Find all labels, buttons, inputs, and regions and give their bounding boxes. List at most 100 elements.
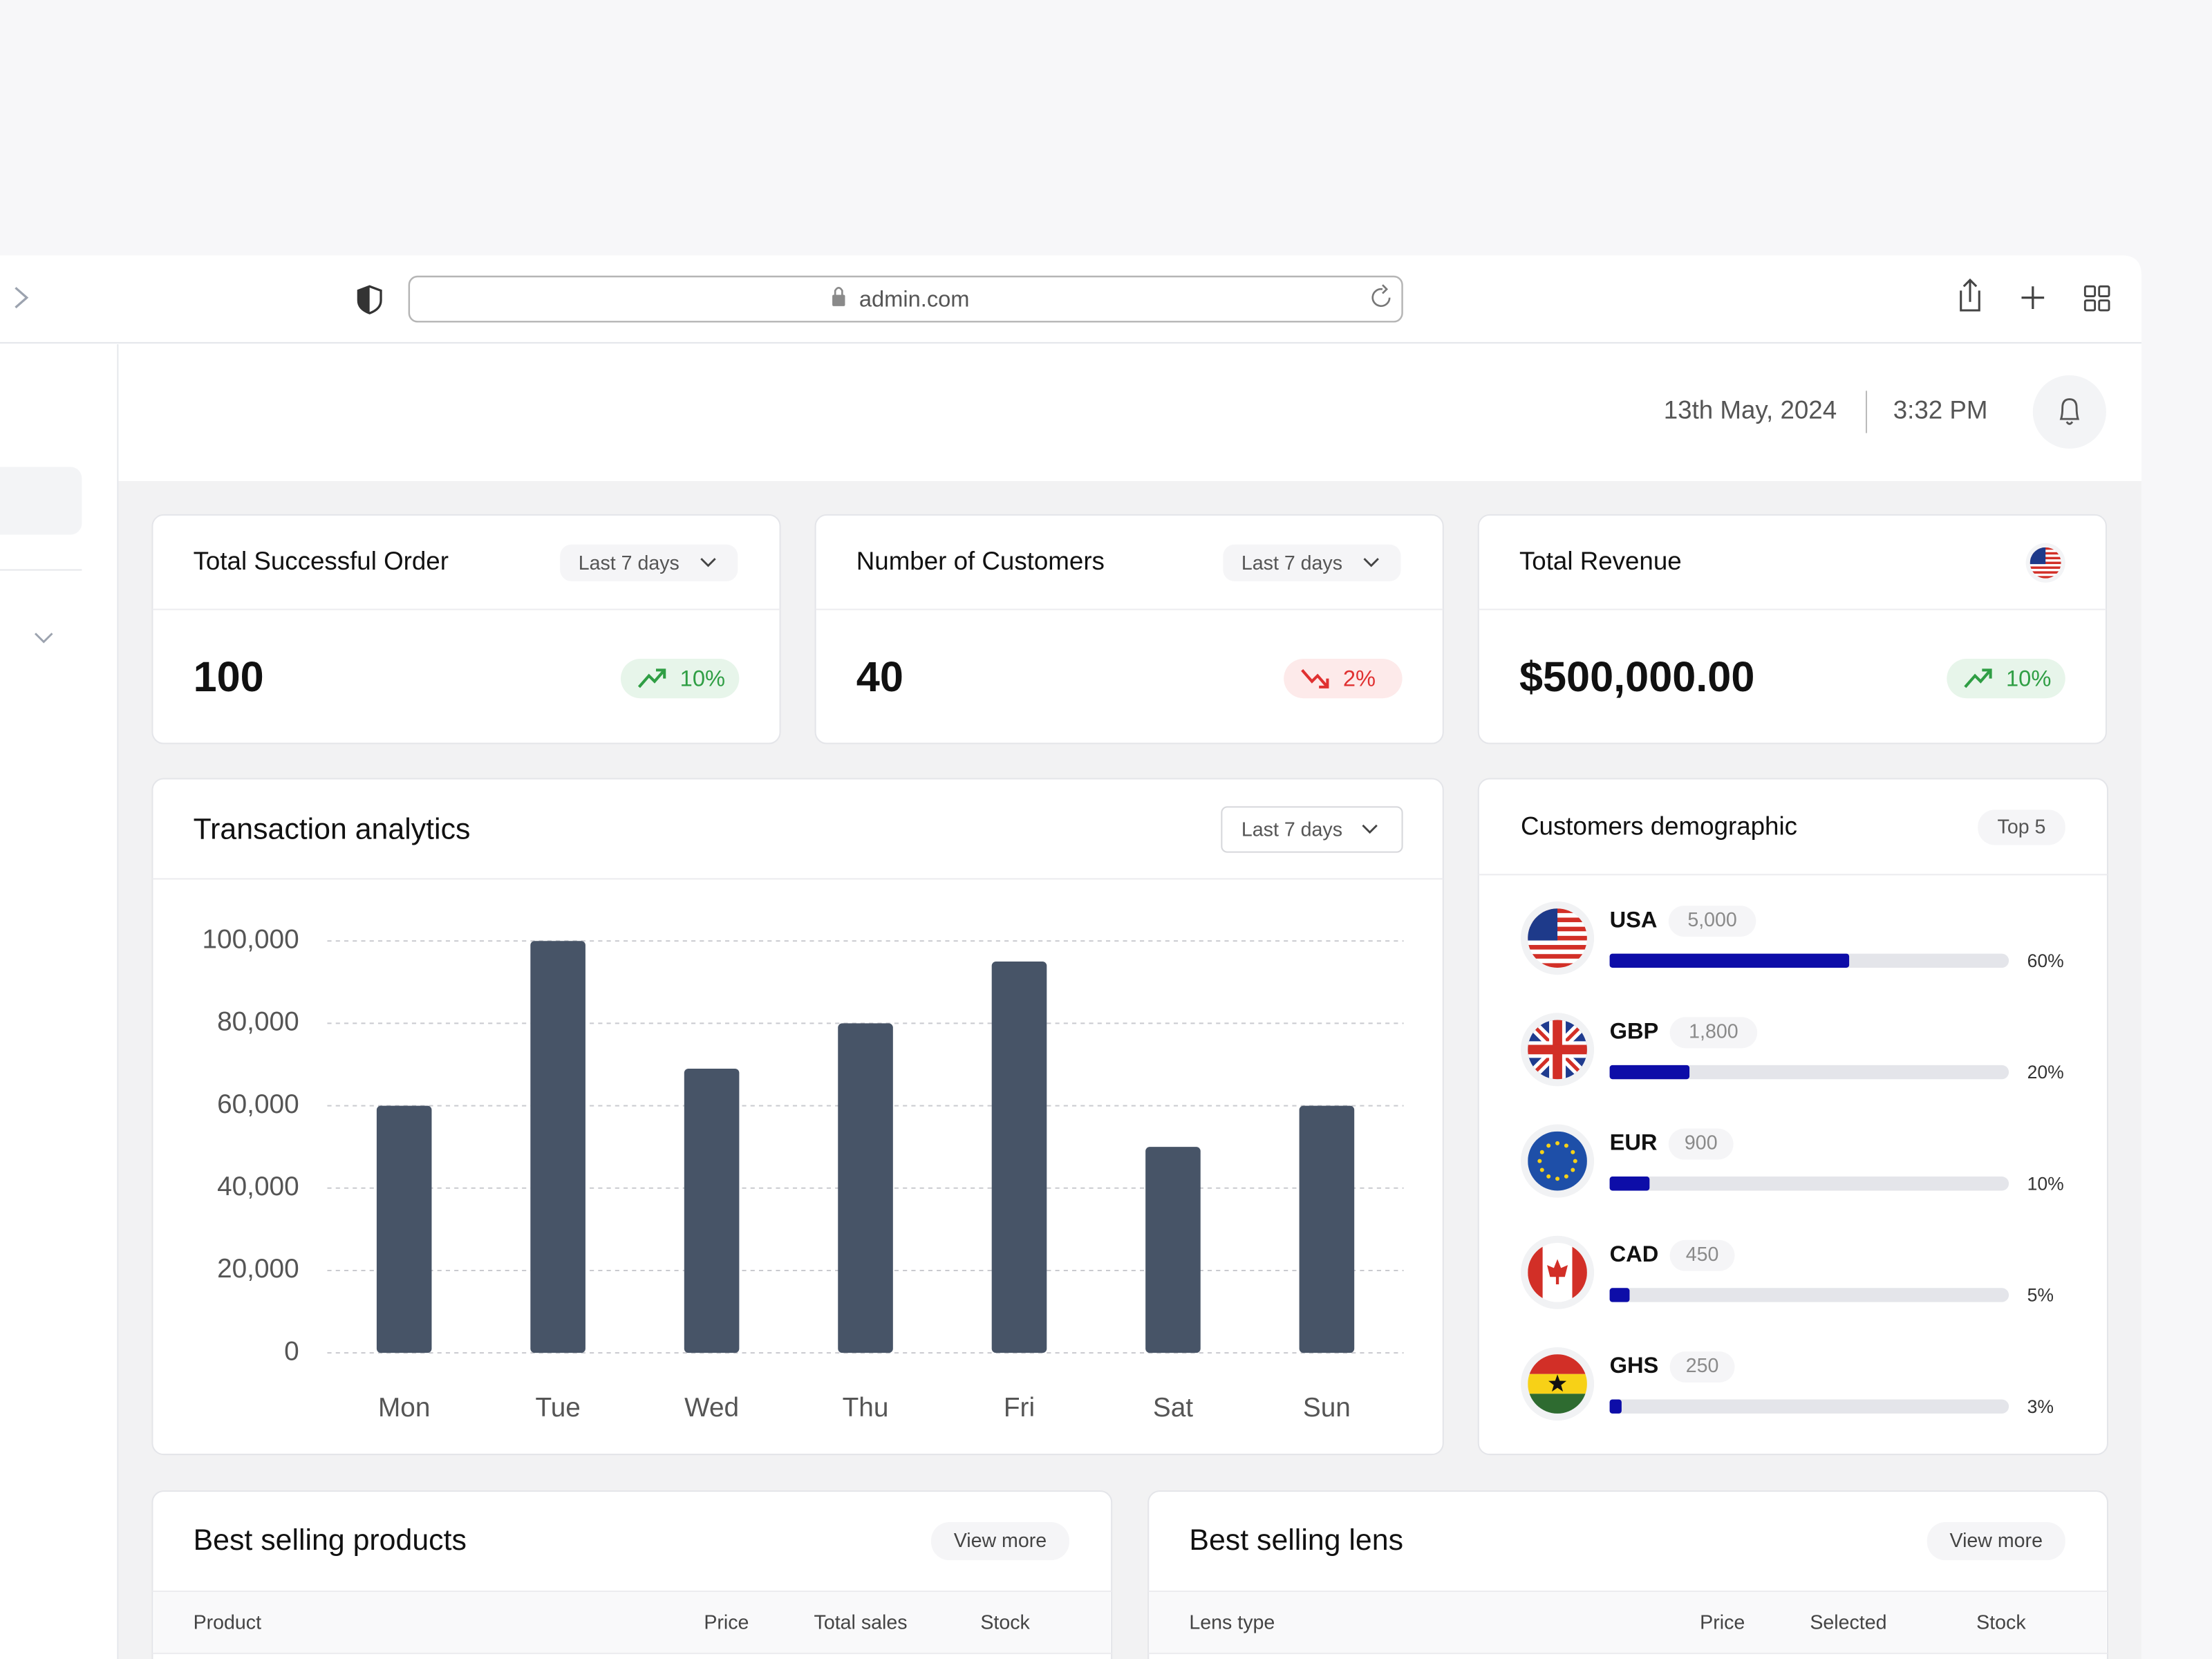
view-more-button[interactable] xyxy=(930,1522,1069,1561)
flag-us xyxy=(1528,908,1587,968)
flag-part xyxy=(1528,1131,1587,1191)
bar xyxy=(1299,1105,1355,1353)
country-count: 900 xyxy=(1685,1132,1718,1154)
flag-part xyxy=(1573,1159,1577,1163)
country-count: 1,800 xyxy=(1689,1020,1738,1042)
country-name: EUR xyxy=(1610,1130,1658,1155)
new-tab-button[interactable] xyxy=(2021,286,2045,309)
x-tick-label: Wed xyxy=(684,1393,739,1423)
x-tick-label: Sun xyxy=(1303,1393,1351,1423)
view-more-button[interactable] xyxy=(1927,1522,2065,1561)
change-badge xyxy=(1947,659,2065,699)
country-name: GBP xyxy=(1610,1018,1659,1044)
change-value: 10% xyxy=(680,665,725,691)
percent-label: 5% xyxy=(2027,1285,2054,1306)
sidebar-expand[interactable] xyxy=(35,632,53,644)
header-time: 3:32 PM xyxy=(1893,396,1988,424)
stat-value: $500,000.00 xyxy=(1519,653,1754,700)
filter-label: Top 5 xyxy=(1998,816,2046,838)
url-text: admin.com xyxy=(859,285,970,311)
flag-part xyxy=(1564,1143,1568,1148)
stat-title: Total Revenue xyxy=(1519,547,1682,575)
sidebar-active-item[interactable] xyxy=(0,467,82,535)
column-header: Selected xyxy=(1810,1612,1886,1634)
column-header: Total sales xyxy=(814,1612,908,1634)
percent-label: 10% xyxy=(2027,1173,2064,1194)
y-tick-label: 40,000 xyxy=(217,1172,299,1201)
bar xyxy=(991,962,1047,1353)
percent-label: 20% xyxy=(2027,1062,2064,1082)
progress-fill xyxy=(1609,1065,1690,1080)
y-tick-label: 0 xyxy=(284,1336,299,1366)
flag-part xyxy=(1571,1150,1575,1154)
url-bar[interactable] xyxy=(408,275,1403,323)
count-pill xyxy=(1669,1017,1758,1049)
bell-icon xyxy=(2059,398,2080,425)
count-pill xyxy=(1669,1239,1735,1271)
bar xyxy=(376,1105,432,1353)
table-title: Best selling lens xyxy=(1189,1524,1403,1557)
flag-part xyxy=(1571,1168,1575,1172)
x-tick-label: Thu xyxy=(843,1393,889,1423)
country-count: 450 xyxy=(1686,1244,1719,1266)
trend-icon xyxy=(1301,669,1329,688)
top-header xyxy=(118,344,2141,481)
flag-part xyxy=(1528,1044,1587,1055)
reload-button[interactable] xyxy=(1371,284,1391,307)
chevron xyxy=(1362,824,1378,834)
period-label: Last 7 days xyxy=(1241,552,1342,574)
flag-part xyxy=(2030,576,2061,579)
count-pill xyxy=(1669,1351,1735,1382)
y-tick-label: 80,000 xyxy=(217,1007,299,1037)
period-dropdown[interactable] xyxy=(560,544,738,581)
stat-value: 100 xyxy=(194,653,264,700)
table-header-row xyxy=(153,1591,1111,1653)
flag-part xyxy=(1539,1168,1544,1172)
progress-track xyxy=(1609,1065,2009,1080)
flag-part xyxy=(1546,1143,1551,1148)
flag-part xyxy=(1546,1174,1551,1179)
bar xyxy=(1145,1147,1201,1353)
sidebar xyxy=(0,344,118,1659)
stat-title: Number of Customers xyxy=(856,547,1105,575)
trend-icon xyxy=(1964,668,1992,688)
percent-label: 3% xyxy=(2027,1396,2054,1417)
view-more-label: View more xyxy=(954,1530,1047,1552)
forward-button[interactable] xyxy=(15,287,29,309)
share-button[interactable] xyxy=(1960,278,1980,312)
column-header: Price xyxy=(1700,1612,1745,1634)
x-tick-label: Tue xyxy=(535,1393,580,1423)
chevron xyxy=(700,558,716,568)
bar xyxy=(530,941,585,1353)
notification-button[interactable] xyxy=(2032,375,2106,449)
tabs-button[interactable] xyxy=(2083,285,2110,312)
count-pill xyxy=(1668,906,1756,937)
percent-label: 60% xyxy=(2027,950,2064,971)
period-dropdown[interactable] xyxy=(1221,806,1403,853)
shield-icon-fill xyxy=(358,286,370,314)
period-dropdown[interactable] xyxy=(1223,544,1401,581)
stat-value: 40 xyxy=(856,653,903,700)
flag-part xyxy=(1547,1259,1568,1284)
x-tick-label: Mon xyxy=(378,1393,430,1423)
chevron xyxy=(1363,558,1379,568)
count-pill xyxy=(1668,1128,1734,1160)
flag-ca xyxy=(1528,1242,1587,1302)
flag-part xyxy=(2030,566,2061,569)
progress-fill xyxy=(1609,953,1850,968)
period-label: Last 7 days xyxy=(1241,819,1342,841)
column-header: Lens type xyxy=(1189,1612,1275,1634)
filter-pill[interactable] xyxy=(1978,809,2065,845)
demographic-title: Customers demographic xyxy=(1521,812,1797,841)
chart-title: Transaction analytics xyxy=(194,812,471,845)
flag-eu xyxy=(1528,1131,1587,1191)
bar xyxy=(684,1068,740,1353)
flag-part xyxy=(1555,1141,1560,1145)
flag-part xyxy=(1537,1159,1542,1163)
flag-gb xyxy=(1528,1020,1587,1080)
country-name: USA xyxy=(1610,906,1658,932)
x-tick-label: Sat xyxy=(1153,1393,1193,1423)
table-title: Best selling products xyxy=(194,1524,467,1557)
progress-fill xyxy=(1609,1177,1650,1191)
